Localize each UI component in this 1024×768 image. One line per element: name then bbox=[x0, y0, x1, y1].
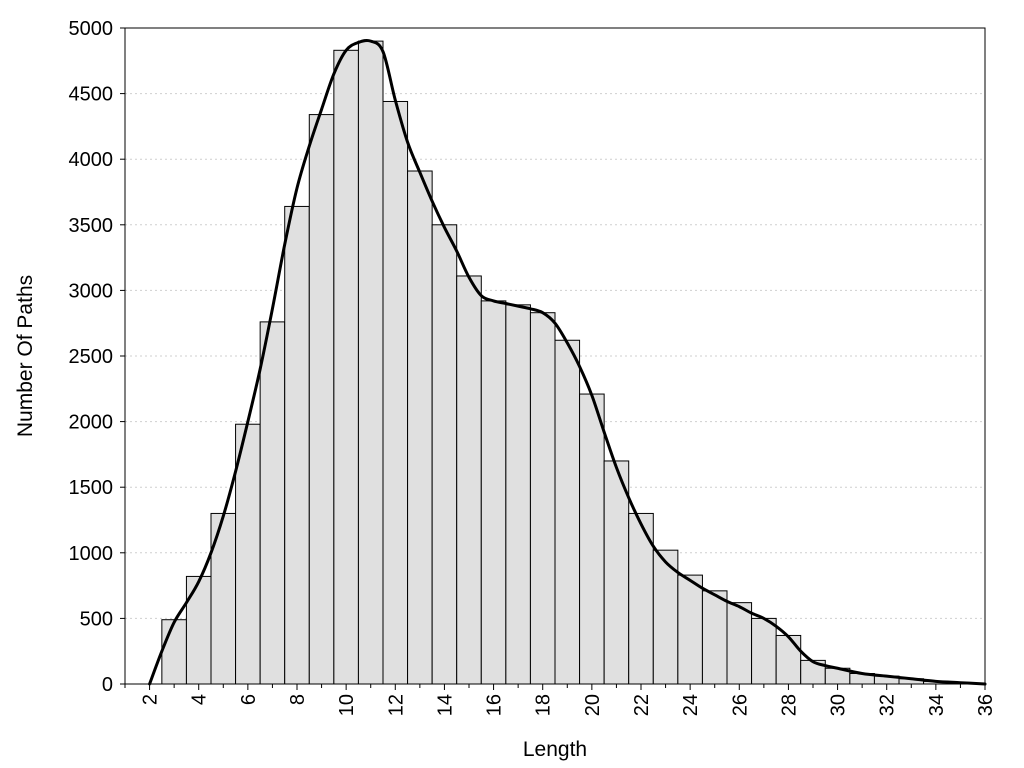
bar bbox=[284, 205, 310, 685]
x-tick-label: 20 bbox=[582, 694, 604, 716]
bar bbox=[751, 617, 777, 685]
y-tick-label: 4000 bbox=[69, 149, 114, 171]
bar bbox=[480, 300, 507, 685]
y-axis-ticks: 0 500 1000 1500 2000 2500 3000 3500 4000 4500 5000 bbox=[69, 18, 125, 696]
bar bbox=[357, 40, 384, 685]
x-tick-label: 10 bbox=[336, 694, 358, 716]
y-tick-label: 500 bbox=[80, 608, 113, 630]
x-axis-ticks: 2 4 6 8 10 12 14 16 18 20 22 24 26 28 30 32 34 36 bbox=[124, 684, 997, 716]
bar bbox=[333, 49, 359, 685]
y-tick-label: 5000 bbox=[69, 18, 114, 40]
bar bbox=[407, 170, 433, 685]
bar bbox=[308, 114, 335, 685]
bar bbox=[456, 275, 482, 685]
x-tick-label: 26 bbox=[729, 694, 751, 716]
bar bbox=[701, 590, 728, 685]
x-tick-label: 6 bbox=[238, 694, 260, 705]
y-tick-label: 3500 bbox=[69, 215, 114, 237]
x-tick-label: 16 bbox=[484, 694, 506, 716]
x-tick-label: 32 bbox=[877, 694, 899, 716]
y-tick-label: 0 bbox=[102, 674, 113, 696]
y-tick-label: 3000 bbox=[69, 280, 114, 302]
density-curve bbox=[148, 38, 987, 686]
y-tick-label: 2000 bbox=[69, 412, 114, 434]
y-axis-label: Number Of Paths bbox=[14, 275, 37, 437]
bar bbox=[505, 304, 531, 685]
bar bbox=[382, 100, 409, 685]
x-tick-label: 34 bbox=[926, 694, 948, 716]
bar bbox=[677, 574, 703, 685]
x-tick-label: 18 bbox=[533, 694, 555, 716]
bar bbox=[259, 321, 286, 685]
y-tick-label: 4500 bbox=[69, 84, 114, 106]
x-tick-label: 2 bbox=[140, 694, 162, 705]
x-tick-label: 4 bbox=[189, 694, 211, 705]
y-tick-label: 1000 bbox=[69, 543, 114, 565]
bar bbox=[185, 575, 212, 685]
bar bbox=[529, 312, 556, 685]
density-curve-group bbox=[148, 38, 987, 686]
x-tick-label: 30 bbox=[828, 694, 850, 716]
x-axis-label: Length bbox=[523, 738, 587, 761]
bar bbox=[554, 339, 581, 685]
y-tick-label: 2500 bbox=[69, 346, 114, 368]
bar bbox=[579, 393, 605, 685]
x-tick-label: 24 bbox=[680, 694, 702, 716]
bar bbox=[726, 602, 753, 685]
bar bbox=[603, 460, 630, 685]
x-tick-label: 8 bbox=[287, 694, 309, 705]
x-tick-label: 12 bbox=[385, 694, 407, 716]
bar bbox=[775, 634, 802, 685]
x-tick-label: 22 bbox=[631, 694, 653, 716]
y-tick-label: 1500 bbox=[69, 477, 114, 499]
bar bbox=[431, 224, 458, 685]
x-tick-label: 14 bbox=[434, 694, 456, 716]
bar bbox=[235, 423, 261, 685]
x-tick-label: 28 bbox=[778, 694, 800, 716]
bar bbox=[161, 619, 187, 685]
x-tick-label: 36 bbox=[975, 694, 997, 716]
bars-group bbox=[161, 40, 974, 685]
